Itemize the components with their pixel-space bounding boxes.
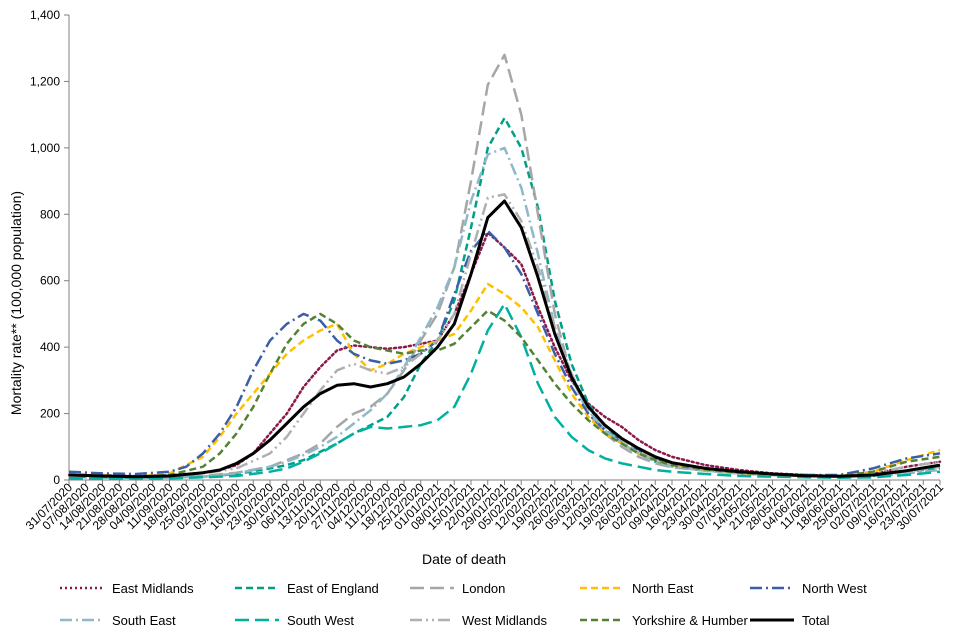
legend-label-yorkshire-humber: Yorkshire & Humber [632,613,749,628]
series-line-south-east [68,146,941,480]
legend-label-total: Total [802,613,830,628]
series-line-total [68,199,941,479]
y-axis-title: Mortality rate** (100,000 population) [8,191,24,415]
y-tick-label: 200 [40,407,60,421]
x-axis: 31/07/202007/08/202014/08/202021/08/2020… [23,479,946,533]
series-line-yorkshire-humber [68,309,941,478]
series-line-north-east [68,282,941,478]
y-tick-label: 400 [40,340,60,354]
y-tick-label: 600 [40,274,60,288]
legend-label-south-west: South West [287,613,354,628]
legend-label-north-west: North West [802,581,867,596]
legend-label-east-midlands: East Midlands [112,581,194,596]
legend-label-south-east: South East [112,613,176,628]
legend-label-north-east: North East [632,581,694,596]
series-line-east-of-england [68,116,941,479]
series-line-north-west [68,229,941,477]
y-axis: 0 200 400 600 800 1,000 1,200 1,400 [30,8,70,487]
y-tick-label: 1,200 [30,74,60,88]
y-tick-label: 1,400 [30,8,60,22]
x-axis-title: Date of death [422,551,506,567]
series-line-west-midlands [68,193,941,478]
series-lines [67,53,942,480]
legend-label-london: London [462,581,505,596]
legend-label-west-midlands: West Midlands [462,613,548,628]
y-tick-label: 0 [53,473,60,487]
series-line-london [68,53,941,479]
y-tick-label: 1,000 [30,141,60,155]
legend-label-east-of-england: East of England [287,581,379,596]
series-line-east-midlands [67,231,942,478]
series-line-south-west [69,302,941,480]
legend: East Midlands East of England London North … [60,581,867,628]
y-tick-label: 800 [40,207,60,221]
